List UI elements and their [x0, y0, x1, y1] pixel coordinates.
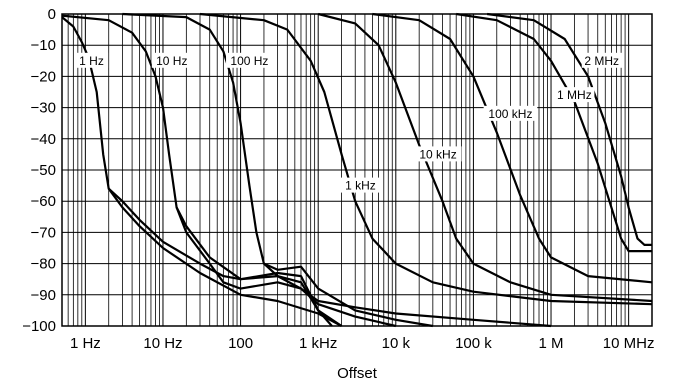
curve-line [199, 12, 653, 306]
y-tick-label: −90 [31, 287, 56, 304]
y-tick-label: −100 [22, 318, 56, 335]
curve-label: 1 kHz [345, 179, 376, 193]
y-tick-label: −50 [31, 162, 56, 179]
curve-label-bg [226, 52, 273, 68]
y-tick-label: −20 [31, 68, 56, 85]
x-tick-label: 1 kHz [299, 335, 337, 352]
curve-line [175, 207, 397, 328]
y-tick-label: −70 [31, 224, 56, 241]
curve-line [122, 12, 433, 328]
curve-label: 2 MHz [584, 54, 619, 68]
x-tick-labels: 1 Hz 10 Hz 100 1 kHz 10 k 100 k 1 M 10 MHz [70, 335, 655, 352]
curve-label: 10 kHz [419, 147, 456, 161]
plot-frame [61, 13, 653, 327]
y-tick-label: −60 [31, 193, 56, 210]
x-axis-title: Offset [337, 365, 378, 382]
x-tick-label: 1 Hz [70, 335, 101, 352]
curve-label-bg [74, 52, 109, 68]
x-tick-label: 100 k [455, 335, 492, 352]
curve-line [317, 12, 653, 303]
y-tick-label: −30 [31, 100, 56, 117]
curve-label-bg [340, 177, 381, 193]
curve-label: 1 MHz [557, 88, 592, 102]
curve-label-bg [554, 87, 595, 103]
y-tick-label: −10 [31, 37, 56, 54]
curve-line [263, 262, 552, 328]
curve-label: 100 kHz [488, 107, 532, 121]
x-tick-label: 100 [228, 335, 253, 352]
y-tick-label: −80 [31, 256, 56, 273]
curve-label: 100 Hz [230, 54, 268, 68]
curve-label-bg [483, 105, 538, 121]
x-tick-label: 10 k [382, 335, 411, 352]
y-tick-label: −40 [31, 131, 56, 148]
y-tick-labels: 0 −10 −20 −30 −40 −50 −60 −70 −80 −90 −100 [22, 6, 56, 335]
curve-line [456, 12, 652, 253]
x-tick-label: 10 MHz [603, 335, 655, 352]
curve-line [486, 12, 652, 246]
x-tick-label: 1 M [539, 335, 564, 352]
curve-labels: 1 Hz 10 Hz 100 Hz 1 kHz 10 kHz 100 kHz 1 MHz 2 … [74, 52, 622, 193]
curve-line [372, 12, 653, 284]
curve-line [107, 187, 333, 327]
curve-label: 10 Hz [156, 54, 187, 68]
y-tick-label: 0 [48, 6, 56, 23]
curve-label-bg [151, 52, 192, 68]
curve-line [61, 16, 343, 327]
curve-label-bg [581, 52, 622, 68]
curves [61, 12, 653, 328]
curve-label-bg [414, 146, 462, 162]
x-tick-label: 10 Hz [143, 335, 182, 352]
curve-label: 1 Hz [79, 54, 104, 68]
